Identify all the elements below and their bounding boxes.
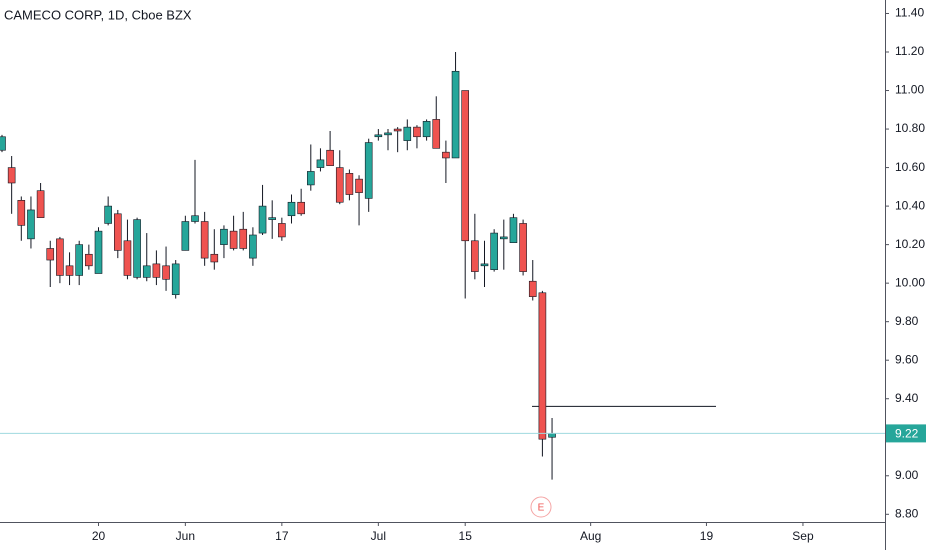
candle-body — [413, 126, 421, 138]
x-tick-label: Sep — [792, 529, 814, 543]
y-tick-label: 9.80 — [895, 314, 919, 328]
candle-body — [384, 132, 392, 136]
y-tick-label: 10.20 — [895, 237, 925, 251]
candle-body — [258, 205, 267, 234]
candle-body — [200, 221, 209, 259]
candle-body — [191, 215, 199, 222]
y-tick-label: 10.40 — [895, 198, 925, 212]
candle-body — [239, 228, 248, 249]
candle-body — [114, 213, 122, 251]
candle-body — [36, 190, 45, 218]
candle-body — [0, 136, 6, 151]
candle-body — [422, 121, 431, 138]
last-price-box — [886, 424, 926, 443]
y-tick-label: 9.00 — [895, 468, 919, 482]
candle-body — [345, 173, 354, 195]
x-tick-label: 15 — [459, 529, 473, 543]
candle-body — [461, 90, 470, 242]
candle-body — [528, 280, 537, 297]
y-tick-label: 11.40 — [895, 6, 924, 20]
candle-body — [27, 209, 35, 240]
y-tick-label: 11.20 — [895, 44, 924, 58]
earnings-marker[interactable] — [530, 496, 552, 518]
candle-body — [519, 223, 527, 272]
y-tick-label: 9.60 — [895, 352, 919, 366]
candle-body — [94, 230, 103, 274]
candle-body — [393, 128, 402, 132]
candle-body — [171, 263, 180, 296]
x-tick-label: Jun — [176, 529, 195, 543]
candle-body — [56, 238, 64, 276]
candle-body — [278, 223, 286, 238]
x-tick-label: 19 — [700, 529, 714, 543]
y-tick-label: 10.60 — [895, 160, 925, 174]
candle-body — [499, 236, 508, 240]
candle-body — [17, 200, 26, 226]
chart-title: CAMECO CORP, 1D, Cboe BZX — [4, 7, 192, 22]
candle-body — [142, 265, 151, 278]
x-tick-label: Aug — [580, 529, 601, 543]
candle-body — [46, 248, 55, 261]
candle-body — [451, 70, 460, 159]
candle-body — [220, 228, 228, 245]
x-tick-label: 20 — [92, 529, 106, 543]
last-price-label: 9.22 — [895, 427, 919, 441]
candle-body — [355, 178, 363, 193]
candle-body — [75, 244, 83, 276]
y-tick-label: 11.00 — [895, 83, 924, 97]
candle-body — [162, 265, 170, 280]
candle-body — [490, 232, 498, 270]
candle-body — [509, 217, 518, 244]
y-tick-label: 10.00 — [895, 275, 925, 289]
candle-body — [65, 265, 74, 276]
candle-body — [374, 134, 383, 138]
candle-body — [442, 151, 450, 159]
candle-body — [181, 221, 190, 251]
candle-body — [104, 205, 112, 224]
candle-body — [297, 201, 305, 215]
candle-body — [7, 167, 16, 184]
candle-body — [85, 253, 93, 267]
candle-body — [123, 240, 132, 276]
y-tick-label: 10.80 — [895, 121, 925, 135]
candle-body — [471, 240, 479, 272]
candle-body — [538, 292, 547, 440]
y-tick-label: 8.80 — [895, 506, 919, 520]
candle-body — [432, 119, 441, 149]
earnings-label[interactable]: E — [538, 503, 545, 514]
x-tick-label: Jul — [371, 529, 386, 543]
candle-body — [326, 149, 334, 166]
candle-body — [364, 142, 373, 199]
candle-body — [287, 201, 296, 217]
candle-body — [229, 230, 238, 249]
x-tick-label: 17 — [275, 529, 289, 543]
candle-body — [210, 253, 219, 263]
candle-body — [480, 263, 489, 267]
candle-body — [133, 219, 141, 278]
candle-body — [403, 126, 412, 141]
candle-body — [268, 217, 277, 220]
candle-body — [249, 234, 257, 259]
candle-body — [335, 167, 344, 203]
candle-body — [152, 263, 161, 278]
candle-body — [306, 171, 315, 186]
candle-body — [316, 159, 325, 168]
candle-body — [548, 433, 556, 438]
y-tick-label: 9.40 — [895, 391, 919, 405]
